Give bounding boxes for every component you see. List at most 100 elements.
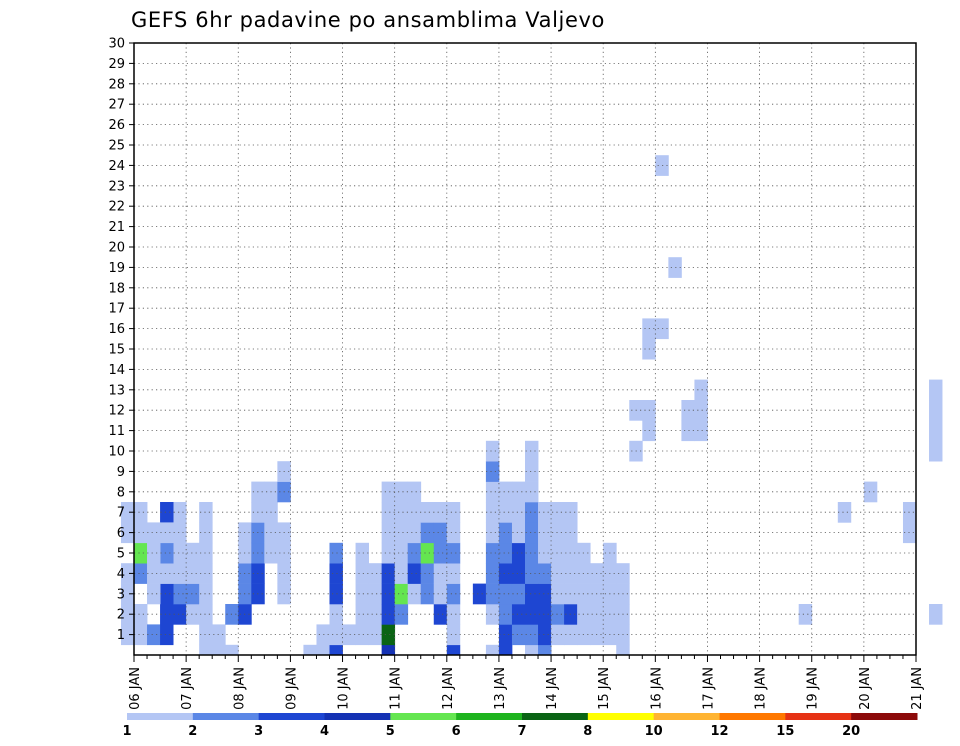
x-tick-label: 20 JAN [858,667,873,710]
heatmap-cell [134,542,148,564]
heatmap-cell [381,604,396,625]
heatmap-cell [173,502,187,523]
heatmap-cell [433,522,448,544]
y-tick-label: 25 [108,139,125,154]
heatmap-cell [173,563,187,584]
heatmap-cell [160,624,174,646]
heatmap-cell [394,481,409,503]
heatmap-cell [433,542,448,564]
heatmap-cell [160,563,174,584]
y-tick-label: 13 [108,383,125,398]
colorbar-swatch [587,713,655,720]
heatmap-cell [498,583,513,605]
heatmap-cell [511,624,526,646]
heatmap-cell [433,583,448,605]
colorbar-label: 6 [452,724,461,739]
y-tick-label: 6 [117,526,125,541]
heatmap-cell [212,624,226,646]
heatmap-cell [381,583,396,605]
heatmap-cell [564,583,578,605]
y-tick-label: 14 [108,363,125,378]
heatmap-cell [120,624,135,646]
heatmap-cell [316,644,330,656]
heatmap-cell [525,481,539,503]
y-tick-label: 29 [108,57,125,72]
cells-layer [120,155,943,656]
heatmap-cell [511,583,526,605]
colorbar-swatch [785,713,852,720]
heatmap-cell [525,604,539,625]
heatmap-cell [160,583,174,605]
heatmap-cell [485,604,500,625]
colorbar-swatch [456,713,523,720]
heatmap-cell [355,624,369,646]
colorbar-swatch [258,713,325,720]
heatmap-cell [446,624,461,646]
heatmap-cell [225,644,239,656]
heatmap-cell [120,502,135,523]
x-axis: 06 JAN 07 JAN 08 JAN 09 JAN 10 JAN 11 JAN 12 J… [128,655,925,710]
y-tick-label: 22 [108,200,125,215]
heatmap-cell [564,563,578,584]
heatmap-cell [381,624,396,646]
heatmap-cell [186,563,200,584]
heatmap-cell [381,502,396,523]
heatmap-cell [316,624,330,646]
heatmap-cell [173,583,187,605]
heatmap-cell [564,522,578,544]
heatmap-cell [538,542,552,564]
heatmap-cell [485,583,500,605]
heatmap-cell [511,563,526,584]
y-tick-label: 10 [108,445,125,460]
heatmap-cell [381,644,396,656]
heatmap-cell [329,563,343,584]
heatmap-cell [498,624,513,646]
heatmap-cell [538,502,552,523]
y-tick-label: 17 [108,302,125,317]
heatmap-cell [511,542,526,564]
heatmap-cell [525,624,539,646]
heatmap-cell [407,502,422,523]
heatmap-cell [134,502,148,523]
heatmap-cell [564,624,578,646]
colorbar-label: 3 [254,724,263,739]
heatmap-cell [551,563,565,584]
heatmap-cell [498,502,513,523]
colorbar-swatch [127,713,194,720]
heatmap-cell [160,502,174,523]
heatmap-cell [134,563,148,584]
heatmap-cell [420,563,435,584]
heatmap-cell [511,522,526,544]
heatmap-cell [407,563,422,584]
heatmap-cell [186,542,200,564]
x-tick-label: 08 JAN [232,667,247,710]
heatmap-cell [199,644,213,656]
heatmap-cell [420,583,435,605]
heatmap-cell [368,624,383,646]
heatmap-cell [551,624,565,646]
heatmap-cell [551,604,565,625]
heatmap-cell [902,522,917,544]
heatmap-cell [498,481,513,503]
y-tick-label: 19 [108,261,125,276]
heatmap-cell [134,604,148,625]
heatmap-cell [929,379,943,401]
y-tick-label: 9 [117,465,125,480]
heatmap-cell [160,522,174,544]
y-tick-label: 1 [117,628,125,643]
heatmap-cell [394,563,409,584]
heatmap-cell [381,481,396,503]
heatmap-cell [420,542,435,564]
heatmap-cell [329,624,343,646]
heatmap-cell [355,542,369,564]
y-tick-label: 5 [117,547,125,562]
heatmap-cell [485,481,500,503]
y-tick-label: 7 [117,506,125,521]
heatmap-cell [394,522,409,544]
heatmap-cell [681,420,695,442]
heatmap-cell [407,583,422,605]
heatmap-cell [485,461,500,482]
heatmap-cell [681,400,695,421]
heatmap-cell [120,522,135,544]
heatmap-cell [485,440,500,462]
